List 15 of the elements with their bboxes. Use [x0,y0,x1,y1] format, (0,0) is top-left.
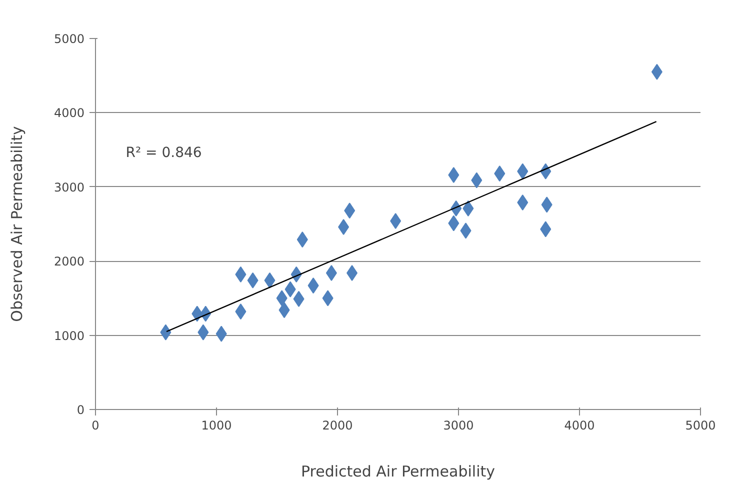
y-tick-label: 2000 [54,254,85,269]
x-tick-label: 3000 [443,418,474,432]
x-axis-title: Predicted Air Permeability [301,462,496,480]
annotation: R² = 0.846 [126,144,202,161]
x-tick-label: 4000 [564,418,595,432]
x-tick-label: 0 [92,418,100,432]
x-tick-label: 5000 [685,418,716,432]
y-tick-label: 0 [76,403,85,417]
x-tick-label: 1000 [201,418,232,432]
y-tick-label: 3000 [54,180,85,194]
y-axis-title: Observed Air Permeability [8,126,26,322]
y-tick-label: 4000 [54,106,85,120]
y-tick-label: 5000 [54,32,85,46]
x-tick-label: 2000 [322,418,353,432]
y-tick-label: 1000 [54,328,85,343]
